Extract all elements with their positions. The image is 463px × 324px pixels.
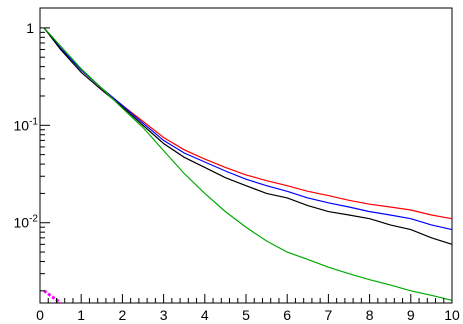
series-layer — [43, 27, 453, 305]
x-axis-labels: 0 1 2 3 4 5 6 7 8 9 10 — [36, 307, 460, 323]
x-tick-label-9: 9 — [407, 307, 415, 323]
x-axis-ticks — [39, 294, 453, 303]
x-tick-label-0: 0 — [36, 307, 44, 323]
x-tick-label-5: 5 — [242, 307, 250, 323]
x-tick-label-3: 3 — [160, 307, 168, 323]
x-tick-label-6: 6 — [283, 307, 291, 323]
x-tick-label-10: 10 — [444, 307, 460, 323]
series-1-line — [43, 27, 453, 231]
series-0-line — [43, 27, 453, 220]
x-tick-label-2: 2 — [119, 307, 127, 323]
x-tick-label-8: 8 — [366, 307, 374, 323]
x-tick-label-1: 1 — [77, 307, 85, 323]
series-3-line — [43, 27, 453, 301]
series-4-line — [43, 289, 62, 305]
y-axis-ticks — [40, 27, 50, 292]
y-axis-labels: 1 10-1 10-2 — [14, 20, 39, 231]
x-tick-label-7: 7 — [325, 307, 333, 323]
x-tick-label-4: 4 — [201, 307, 209, 323]
y-tick-label-0: 1 — [26, 20, 34, 36]
plot-frame — [39, 7, 453, 304]
y-tick-label-2: 10-2 — [14, 214, 39, 231]
series-2-line — [43, 27, 453, 245]
y-tick-label-1: 10-1 — [14, 116, 39, 133]
